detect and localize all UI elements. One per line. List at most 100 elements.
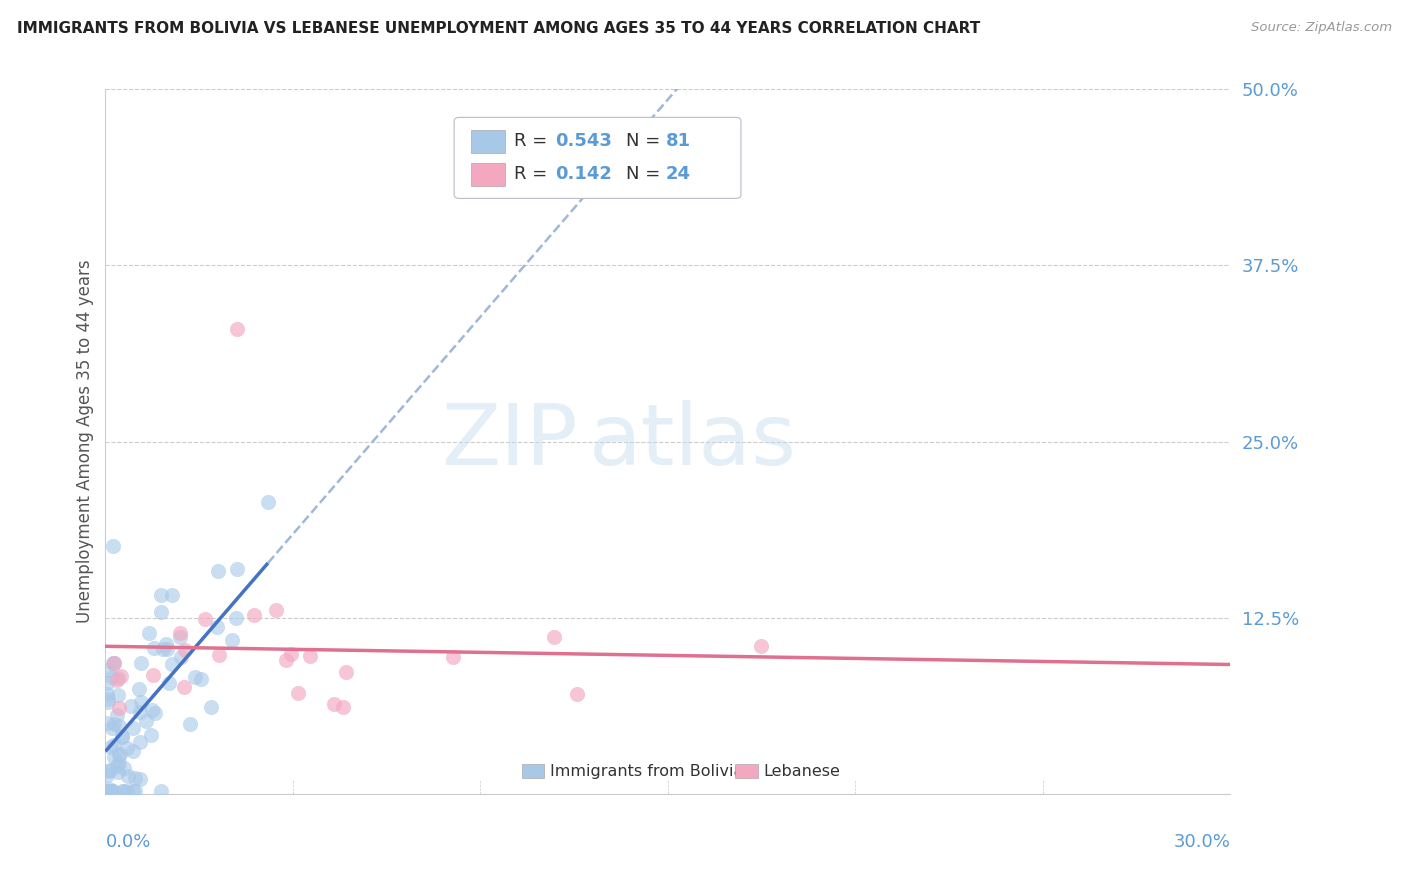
Point [96,676,118,690]
Point [225,611,247,625]
Point [225,322,247,336]
Point [170,650,193,665]
Point [141,703,163,717]
Text: 30.0%: 30.0% [1174,832,1230,851]
Point [122,721,145,735]
Point [149,588,172,602]
Point [115,741,138,756]
Text: 0.142: 0.142 [555,165,612,183]
Point [107,764,129,779]
Point [97,692,120,706]
Text: atlas: atlas [589,400,797,483]
Point [101,721,124,735]
Point [101,784,124,798]
Text: Immigrants from Bolivia: Immigrants from Bolivia [550,764,744,779]
Point [115,784,138,798]
Text: IMMIGRANTS FROM BOLIVIA VS LEBANESE UNEMPLOYMENT AMONG AGES 35 TO 44 YEARS CORRE: IMMIGRANTS FROM BOLIVIA VS LEBANESE UNEM… [17,21,980,37]
Point [110,669,132,683]
Point [98,764,121,779]
Point [111,729,134,743]
Point [299,649,322,664]
Text: Lebanese: Lebanese [763,764,841,779]
Point [100,739,122,754]
Point [103,750,125,764]
Point [103,656,125,670]
FancyBboxPatch shape [454,118,741,198]
Point [101,539,124,553]
Point [101,670,124,684]
Point [112,784,135,798]
Point [184,670,207,684]
Text: R =: R = [513,165,553,183]
Point [103,738,125,752]
Point [143,640,166,655]
Point [280,647,302,661]
Point [107,672,129,686]
Point [108,701,131,715]
FancyBboxPatch shape [522,764,544,779]
Text: N =: N = [626,132,666,150]
Point [257,495,280,509]
Point [150,784,173,798]
Point [101,784,124,798]
Point [129,772,152,786]
Text: Source: ZipAtlas.com: Source: ZipAtlas.com [1251,21,1392,35]
Point [152,642,174,657]
Point [162,588,184,602]
Point [98,764,121,778]
Point [124,772,146,786]
Point [96,784,118,798]
Point [97,695,120,709]
Point [103,717,125,731]
Point [135,714,157,728]
Text: R =: R = [513,132,553,150]
Point [156,642,179,657]
Point [108,747,131,762]
Y-axis label: Unemployment Among Ages 35 to 44 years: Unemployment Among Ages 35 to 44 years [76,260,94,624]
Point [103,656,125,670]
Point [111,730,134,744]
Point [225,562,247,576]
Point [141,728,163,742]
Point [97,782,120,797]
Point [122,784,145,798]
Point [111,784,134,798]
Point [441,650,464,665]
Point [190,673,212,687]
Point [128,705,150,719]
Point [128,681,150,696]
Point [107,688,129,702]
Point [101,656,124,670]
Text: 81: 81 [665,132,690,150]
Point [97,784,120,798]
FancyBboxPatch shape [735,764,758,779]
Point [128,735,150,749]
Point [143,706,166,720]
Text: 0.0%: 0.0% [105,832,150,851]
Point [100,784,122,798]
Point [157,675,180,690]
Point [108,747,131,761]
Point [105,759,128,773]
Point [160,657,183,672]
Text: 0.543: 0.543 [555,132,612,150]
Point [155,637,177,651]
Point [105,708,128,723]
Point [96,687,118,701]
Point [322,697,344,711]
Point [149,606,172,620]
Point [169,630,191,644]
Point [749,639,772,653]
Point [332,700,354,714]
Point [274,652,297,666]
Point [108,719,131,733]
Point [200,700,222,714]
Point [121,743,143,757]
Point [179,717,201,731]
FancyBboxPatch shape [471,130,505,153]
FancyBboxPatch shape [471,163,505,186]
Point [207,564,229,578]
Point [205,620,228,634]
Text: N =: N = [626,165,666,183]
Point [169,625,191,640]
